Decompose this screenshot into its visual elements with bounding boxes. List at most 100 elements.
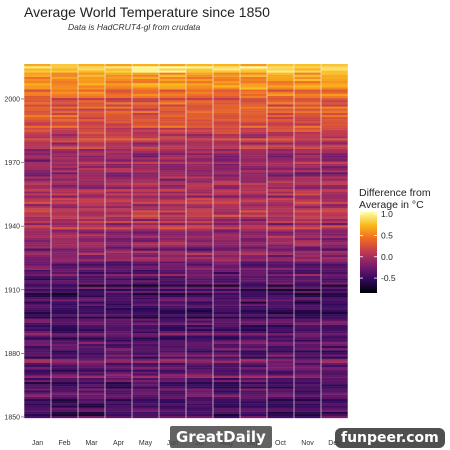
heatmap-cell <box>105 254 132 258</box>
heatmap-cell <box>213 165 240 169</box>
heatmap-cell <box>240 148 267 152</box>
heatmap-cell <box>51 335 78 338</box>
heatmap-cell <box>78 180 105 183</box>
heatmap-cell <box>159 345 186 349</box>
heatmap-cell <box>267 345 294 349</box>
heatmap-cell <box>78 235 105 238</box>
heatmap-cell <box>24 367 51 370</box>
heatmap-cell <box>294 403 321 406</box>
heatmap-cell <box>24 100 51 103</box>
heatmap-cell <box>24 379 51 383</box>
heatmap-cell <box>159 362 186 366</box>
heatmap-cell <box>78 95 105 99</box>
heatmap-cell <box>105 89 132 92</box>
heatmap-cell <box>132 108 159 111</box>
heatmap-cell <box>105 369 132 372</box>
x-tick-label: Oct <box>275 440 286 447</box>
heatmap-cell <box>132 93 159 96</box>
heatmap-cell <box>240 275 267 279</box>
heatmap-cell <box>321 161 348 164</box>
heatmap-cell <box>105 140 132 143</box>
heatmap-cell <box>267 388 294 391</box>
heatmap-cell <box>24 259 51 262</box>
heatmap-cell <box>132 367 159 370</box>
heatmap-cell <box>294 157 321 160</box>
heatmap-cell <box>132 331 159 334</box>
heatmap-cell <box>294 312 321 315</box>
heatmap-cell <box>24 76 51 79</box>
heatmap-cell <box>78 244 105 247</box>
heatmap-cell <box>240 76 267 79</box>
heatmap-cell <box>294 356 321 359</box>
heatmap-cell <box>213 212 240 215</box>
heatmap-cell <box>24 324 51 327</box>
heatmap-cell <box>159 273 186 277</box>
heatmap-cell <box>24 278 51 281</box>
heatmap-cell <box>267 89 294 92</box>
heatmap-cell <box>132 123 159 126</box>
heatmap-cell <box>132 354 159 357</box>
heatmap-cell <box>321 392 348 395</box>
heatmap-cell <box>51 138 78 141</box>
heatmap-cell <box>321 333 348 336</box>
heatmap-cell <box>159 284 186 287</box>
heatmap-cell <box>321 261 348 264</box>
heatmap-cell <box>294 100 321 103</box>
heatmap-cell <box>78 80 105 84</box>
heatmap-cell <box>78 267 105 270</box>
heatmap-cell <box>294 248 321 251</box>
heatmap-cell <box>159 379 186 383</box>
heatmap-cell <box>51 233 78 236</box>
heatmap-cell <box>213 405 240 408</box>
heatmap-cell <box>105 237 132 241</box>
heatmap-cell <box>105 373 132 376</box>
heatmap-cell <box>78 394 105 397</box>
heatmap-cell <box>24 123 51 126</box>
heatmap-cell <box>186 121 213 124</box>
heatmap-cell <box>294 396 321 400</box>
heatmap-cell <box>294 237 321 241</box>
heatmap-cell <box>78 76 105 79</box>
heatmap-cell <box>321 341 348 344</box>
heatmap-cell <box>240 91 267 94</box>
heatmap-cell <box>321 367 348 370</box>
heatmap-cell <box>240 386 267 389</box>
heatmap-cell <box>105 248 132 251</box>
heatmap-cell <box>24 148 51 152</box>
heatmap-cell <box>51 244 78 247</box>
heatmap-cell <box>294 214 321 217</box>
heatmap-cell <box>186 235 213 238</box>
heatmap-cell <box>24 70 51 73</box>
heatmap-cell <box>267 303 294 306</box>
heatmap-cell <box>321 116 348 120</box>
heatmap-cell <box>51 392 78 395</box>
heatmap-cell <box>294 186 321 190</box>
heatmap-cell <box>321 157 348 160</box>
heatmap-cell <box>78 157 105 160</box>
heatmap-cell <box>51 110 78 113</box>
chart-subtitle: Data is HadCRUT4-gl from crudata <box>68 22 201 32</box>
heatmap-cell <box>213 335 240 338</box>
heatmap-cell <box>267 218 294 222</box>
heatmap-cell <box>267 386 294 389</box>
heatmap-cell <box>267 305 294 308</box>
heatmap-cell <box>159 220 186 224</box>
heatmap-cell <box>78 142 105 145</box>
heatmap-cell <box>213 314 240 317</box>
heatmap-cell <box>240 80 267 84</box>
heatmap-cell <box>240 68 267 71</box>
heatmap-cell <box>78 314 105 317</box>
heatmap-cell <box>321 331 348 334</box>
heatmap-cell <box>51 312 78 315</box>
heatmap-cell <box>132 322 159 325</box>
heatmap-cell <box>213 409 240 412</box>
heatmap-cell <box>51 328 78 332</box>
heatmap-cell <box>240 167 267 171</box>
heatmap-cell <box>24 271 51 275</box>
heatmap-cell <box>213 316 240 319</box>
heatmap-cell <box>186 70 213 73</box>
heatmap-cell <box>240 381 267 385</box>
heatmap-cell <box>78 195 105 198</box>
heatmap-cell <box>321 176 348 179</box>
heatmap-cell <box>51 373 78 376</box>
